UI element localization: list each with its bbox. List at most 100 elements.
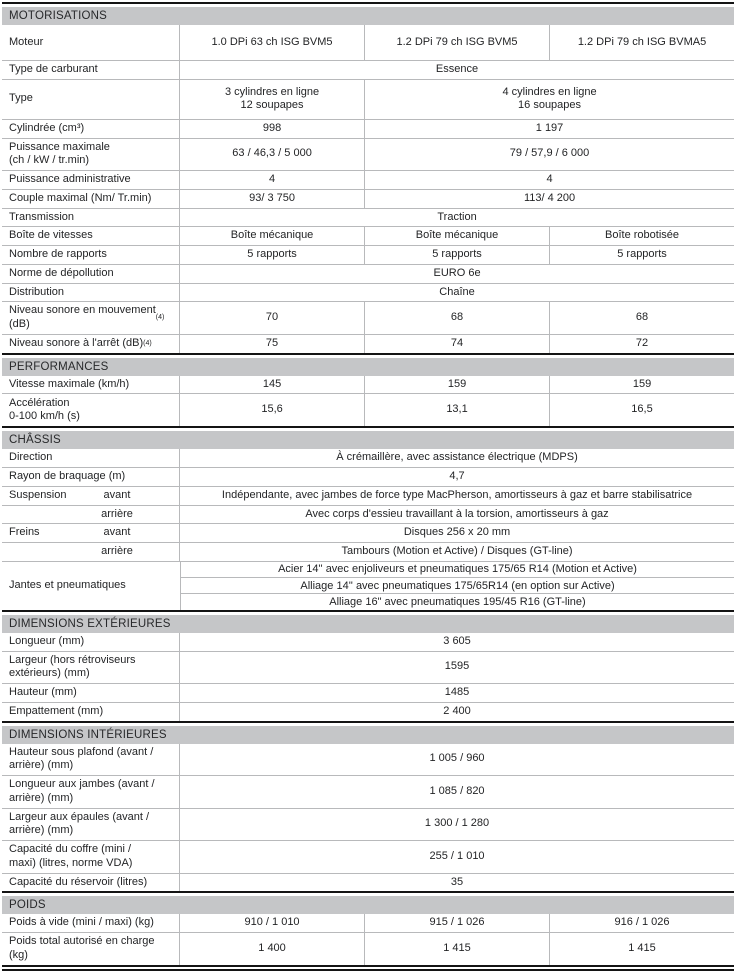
spec-row: Poids à vide (mini / maxi) (kg) 910 / 1 0… <box>2 914 734 933</box>
section-header: MOTORISATIONS <box>2 7 734 25</box>
spec-row: Hauteur (mm) 1485 <box>2 684 734 703</box>
cell-value: 910 / 1 010 <box>179 914 364 932</box>
section-performances: PERFORMANCES Vitesse maximale (km/h) 145 1… <box>2 352 734 427</box>
section-top-rule <box>2 352 734 355</box>
row-label-text: Niveau sonore en mouvement (dB) <box>9 304 156 330</box>
cell-value: 145 <box>179 375 364 394</box>
cell-value: 1 197 <box>364 119 734 138</box>
section-title: DIMENSIONS INTÉRIEURES <box>9 728 167 741</box>
spec-row: Longueur (mm) 3 605 <box>2 632 734 652</box>
spec-row: Niveau sonore en mouvement (dB) (4) 70 68 68 <box>2 302 734 335</box>
row-label: Puissance maximale (ch / kW / tr.min) <box>2 139 179 171</box>
cell-value: 159 <box>364 375 549 394</box>
spec-row: Largeur (hors rétroviseurs extérieurs) (… <box>2 651 734 684</box>
section-rows: Vitesse maximale (km/h) 145 159 159 Accéléra… <box>2 375 734 427</box>
row-label: Capacité du coffre (mini / maxi) (litres… <box>2 841 179 873</box>
spec-row: Poids total autorisé en charge (kg) 1 400… <box>2 933 734 965</box>
cell-value: 72 <box>549 334 734 353</box>
section-top-rule <box>2 720 734 723</box>
spec-row: Rayon de braquage (m) 4,7 <box>2 468 734 487</box>
cell-value: Traction <box>179 208 734 227</box>
section-dimensions-exterieures: DIMENSIONS EXTÉRIEURES Longueur (mm) 3 60… <box>2 609 734 721</box>
row-label: Cylindrée (cm³) <box>2 120 179 138</box>
cell-value: Avec corps d'essieu travaillant à la tor… <box>179 505 734 524</box>
spec-row: Transmission Traction <box>2 208 734 228</box>
cell-value: Boîte mécanique <box>364 227 549 245</box>
cell-value: 1 415 <box>364 933 549 965</box>
row-label: Direction <box>2 449 179 467</box>
cell-value: 255 / 1 010 <box>179 841 734 873</box>
cell-value: Indépendante, avec jambes de force type … <box>179 486 734 505</box>
row-label-text: Vitesse maximale (km/h) <box>9 377 130 390</box>
row-label: Distribution <box>2 284 179 302</box>
cell-value: Essence <box>179 61 734 79</box>
spec-row: Puissance maximale (ch / kW / tr.min) 63 … <box>2 138 734 171</box>
cell-value: 1 005 / 960 <box>179 743 734 775</box>
bottom-rule-inner <box>2 968 734 971</box>
row-label: Accélération 0-100 km/h (s) <box>2 394 179 426</box>
cell-value: 74 <box>364 334 549 353</box>
row-label-text: Moteur <box>9 35 44 48</box>
row-label: Largeur aux épaules (avant / arrière) (m… <box>2 809 179 841</box>
cell-value: Alliage 16" avec pneumatiques 195/45 R16… <box>329 596 586 609</box>
row-label: Longueur (mm) <box>2 633 179 651</box>
spec-row: Type de carburant Essence <box>2 61 734 80</box>
spec-row: Couple maximal (Nm/ Tr.min) 93/ 3 750 113/… <box>2 189 734 209</box>
cell-value: 5 rapports <box>179 246 364 264</box>
cell-value: 916 / 1 026 <box>549 914 734 932</box>
row-label: arrière <box>2 543 179 561</box>
row-label-text: Couple maximal (Nm/ Tr.min) <box>9 191 152 204</box>
row-label-text: Largeur (hors rétroviseurs extérieurs) (… <box>9 653 136 680</box>
spec-row: Jantes et pneumatiques Acier 14'' avec en… <box>2 561 734 610</box>
cell-value: 1.2 DPi 79 ch ISG BVM5 <box>364 25 549 60</box>
section-top-rule <box>2 609 734 612</box>
row-label-text: Type <box>9 92 33 105</box>
spec-row: Freins avant Disques 256 x 20 mm <box>2 524 734 543</box>
cell-value: 15,6 <box>179 394 364 427</box>
cell-value: 159 <box>549 375 734 394</box>
row-label-text: Boîte de vitesses <box>9 229 93 242</box>
spec-row: Largeur aux épaules (avant / arrière) (m… <box>2 808 734 841</box>
cell-value: 2 400 <box>179 702 734 721</box>
spec-row: Type 3 cylindres en ligne 12 soupapes 4 cy… <box>2 79 734 120</box>
cell-value: 998 <box>179 119 364 138</box>
row-label-text: Suspension <box>9 488 67 501</box>
table-bottom-rule <box>2 964 734 971</box>
section-header: DIMENSIONS INTÉRIEURES <box>2 725 734 744</box>
row-label: Hauteur sous plafond (avant / arrière) (… <box>2 744 179 776</box>
cell-value: Disques 256 x 20 mm <box>179 524 734 542</box>
row-label-text: Longueur aux jambes (avant / arrière) (m… <box>9 778 155 804</box>
spec-row: Capacité du réservoir (litres) 35 <box>2 873 734 892</box>
section-rows: Moteur 1.0 DPi 63 ch ISG BVM5 1.2 DPi 79 c… <box>2 25 734 353</box>
cell-value: 4,7 <box>179 468 734 486</box>
row-label: Niveau sonore en mouvement (dB) (4) <box>9 304 165 330</box>
section-dimensions-interieures: DIMENSIONS INTÉRIEURES Hauteur sous plaf… <box>2 720 734 892</box>
cell-value: 1485 <box>179 684 734 702</box>
spec-row: Cylindrée (cm³) 998 1 197 <box>2 119 734 139</box>
spec-row: Accélération 0-100 km/h (s) 15,6 13,1 16,5 <box>2 394 734 427</box>
cell-value: 1.0 DPi 63 ch ISG BVM5 <box>179 25 364 60</box>
cell-value: 68 <box>364 302 549 334</box>
row-label-text: Accélération 0-100 km/h (s) <box>9 396 80 423</box>
section-header: CHÂSSIS <box>2 431 734 450</box>
row-label: Rayon de braquage (m) <box>2 468 179 486</box>
section-top-rule <box>2 426 734 429</box>
spec-row: Direction À crémaillère, avec assistance … <box>2 449 734 468</box>
row-label-text: Hauteur sous plafond (avant / arrière) (… <box>9 745 154 772</box>
row-label: Longueur aux jambes (avant / arrière) (m… <box>2 776 179 808</box>
stacked-values: Acier 14'' avec enjoliveurs et pneumatiq… <box>180 561 734 610</box>
spec-row: arrière Avec corps d'essieu travaillant à… <box>2 505 734 525</box>
row-label: Boîte de vitesses <box>2 227 179 245</box>
cell-value: 93/ 3 750 <box>179 189 364 208</box>
section-chassis: CHÂSSIS Direction À crémaillère, avec ass… <box>2 426 734 610</box>
cell-value: 1 085 / 820 <box>179 776 734 808</box>
row-label: Freins avant <box>2 524 179 542</box>
row-label: Puissance administrative <box>2 171 179 189</box>
row-label-text: Niveau sonore à l'arrêt (dB) <box>9 336 144 349</box>
row-label-text: Nombre de rapports <box>9 248 107 260</box>
spec-row: Suspension avant Indépendante, avec jambes… <box>2 486 734 506</box>
row-sublabel: arrière <box>101 545 133 557</box>
row-label-text: Cylindrée (cm³) <box>9 121 85 134</box>
cell-value: 35 <box>179 873 734 892</box>
section-top-rule <box>2 891 734 894</box>
